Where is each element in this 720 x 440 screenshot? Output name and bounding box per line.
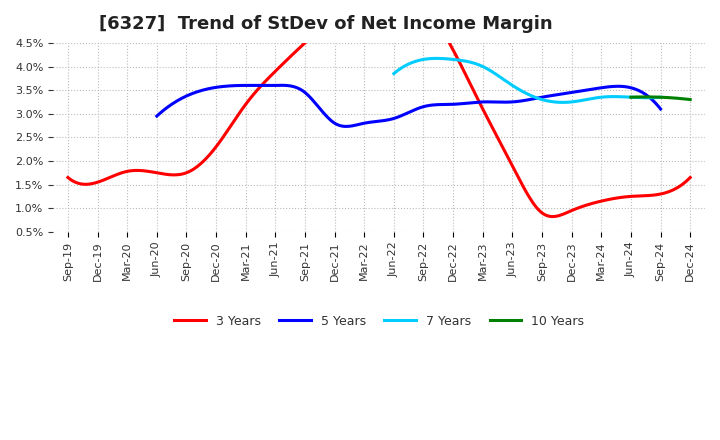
7 Years (558, 100, 567, 105)
Line: 10 Years: 10 Years (631, 97, 690, 99)
7 Years (616, 94, 625, 99)
3 Years (63, 175, 72, 180)
5 Years (464, 100, 473, 106)
10 Years (680, 96, 689, 102)
Text: [6327]  Trend of StDev of Net Income Margin: [6327] Trend of StDev of Net Income Marg… (99, 15, 552, 33)
Line: 7 Years: 7 Years (394, 59, 660, 103)
7 Years (554, 99, 562, 105)
5 Years (341, 124, 350, 129)
10 Years (662, 95, 671, 100)
7 Years (549, 99, 557, 104)
5 Years (613, 84, 621, 89)
7 Years (390, 70, 399, 76)
7 Years (390, 71, 398, 76)
10 Years (626, 95, 635, 100)
10 Years (627, 95, 636, 100)
5 Years (153, 114, 161, 119)
5 Years (454, 101, 463, 106)
3 Years (631, 194, 640, 199)
10 Years (686, 97, 695, 102)
5 Years (277, 83, 286, 88)
10 Years (642, 94, 650, 99)
7 Years (549, 99, 558, 104)
3 Years (434, 22, 443, 27)
7 Years (633, 95, 642, 100)
7 Years (656, 95, 665, 100)
3 Years (446, 43, 455, 48)
5 Years (656, 106, 665, 112)
10 Years (663, 95, 672, 100)
3 Years (686, 175, 695, 180)
3 Years (66, 176, 74, 182)
Line: 3 Years: 3 Years (68, 0, 690, 216)
5 Years (456, 101, 464, 106)
Line: 5 Years: 5 Years (157, 85, 660, 126)
5 Years (154, 112, 163, 117)
10 Years (677, 96, 685, 101)
5 Years (580, 88, 589, 93)
3 Years (593, 200, 601, 205)
3 Years (436, 25, 445, 30)
Legend: 3 Years, 5 Years, 7 Years, 10 Years: 3 Years, 5 Years, 7 Years, 10 Years (169, 310, 589, 333)
10 Years (662, 95, 670, 100)
7 Years (432, 56, 441, 61)
3 Years (549, 214, 557, 219)
